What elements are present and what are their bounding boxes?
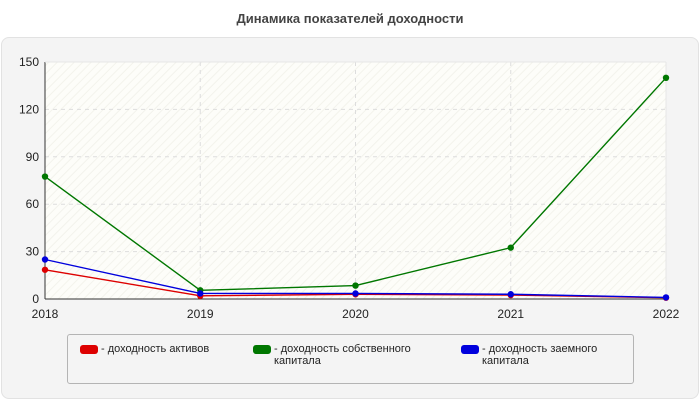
data-point [197, 290, 204, 297]
x-tick-label: 2021 [497, 307, 524, 321]
data-point [41, 256, 49, 263]
y-tick-label: 30 [26, 245, 40, 259]
y-tick-label: 150 [19, 55, 39, 69]
legend-label-debt: - доходность заемного капитала [482, 343, 598, 367]
legend-item-assets: - доходность активов [80, 343, 266, 355]
data-point [662, 74, 670, 82]
data-point [41, 266, 49, 273]
y-tick-label: 0 [32, 292, 39, 306]
legend-swatch-assets [80, 345, 98, 354]
data-point [507, 244, 514, 251]
legend-item-equity: - доходность собственного капитала [253, 343, 439, 367]
legend-swatch-equity [253, 345, 271, 354]
chart-legend: - доходность активов - доходность собств… [67, 334, 634, 384]
data-point [662, 294, 670, 301]
data-point [352, 282, 359, 289]
x-tick-label: 2022 [653, 307, 680, 321]
x-tick-label: 2018 [32, 307, 59, 321]
data-point [507, 291, 514, 298]
y-tick-label: 90 [26, 150, 40, 164]
plot-area [45, 62, 666, 299]
legend-label-equity: - доходность собственного капитала [274, 343, 411, 367]
x-tick-label: 2019 [187, 307, 214, 321]
data-point [352, 290, 359, 297]
x-tick-label: 2020 [342, 307, 369, 321]
chart-title: Динамика показателей доходности [236, 11, 464, 26]
data-point [41, 173, 49, 180]
legend-label-assets: - доходность активов [101, 343, 210, 355]
legend-swatch-debt [461, 345, 479, 354]
y-tick-label: 120 [19, 102, 39, 116]
legend-item-debt: - доходность заемного капитала [461, 343, 647, 367]
y-tick-label: 60 [26, 197, 40, 211]
